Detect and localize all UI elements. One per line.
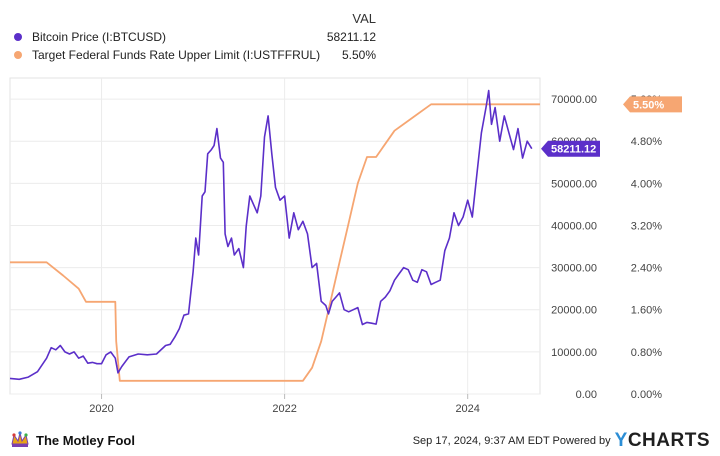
motley-fool-logo: The Motley Fool	[36, 432, 135, 448]
right-tick-label: 0.80%	[631, 347, 662, 359]
legend-dot-fed-rate	[14, 51, 22, 59]
ycharts-logo-text: CHARTS	[627, 430, 710, 451]
timestamp: Sep 17, 2024, 9:37 AM EDT Powered by	[412, 435, 611, 447]
x-tick-label: 2022	[272, 403, 296, 415]
left-tick-label: 70000.00	[551, 94, 597, 106]
jester-cap-icon	[11, 431, 29, 447]
right-tick-label: 4.80%	[631, 136, 662, 148]
svg-text:58211.12: 58211.12	[551, 144, 596, 156]
right-tick-label: 1.60%	[631, 305, 662, 317]
left-tick-label: 10000.00	[551, 347, 597, 359]
end-label-bitcoin: 58211.12	[541, 140, 600, 157]
series-lines	[9, 89, 540, 382]
series-line-fed-rate	[10, 103, 540, 382]
legend-item-fed-rate[interactable]: Target Federal Funds Rate Upper Limit (I…	[14, 47, 320, 63]
legend-item-bitcoin[interactable]: Bitcoin Price (I:BTCUSD)	[14, 29, 166, 45]
x-tick-label: 2024	[455, 403, 479, 415]
footer-left: The Motley Fool	[10, 430, 135, 450]
left-tick-label: 20000.00	[551, 305, 597, 317]
legend-label-bitcoin: Bitcoin Price (I:BTCUSD)	[32, 30, 167, 44]
left-tick-label: 30000.00	[551, 263, 597, 275]
left-tick-label: 40000.00	[551, 220, 597, 232]
ycharts-logo-y: Y	[614, 430, 628, 451]
legend: VAL Bitcoin Price (I:BTCUSD) 58211.12 Ta…	[0, 0, 720, 70]
plot-frame	[9, 77, 541, 395]
legend-label-fed-rate: Target Federal Funds Rate Upper Limit (I…	[32, 48, 321, 62]
right-tick-label: 2.40%	[631, 263, 662, 275]
legend-dot-bitcoin	[14, 33, 22, 41]
right-tick-label: 4.00%	[631, 178, 662, 190]
legend-value-fed-rate: 5.50%	[341, 48, 376, 62]
x-axis-ticks: 2020 2022 2024	[89, 394, 480, 415]
legend-value-bitcoin: 58211.12	[326, 30, 376, 44]
end-label-fed-rate: 5.50%	[623, 96, 682, 113]
right-tick-label: 3.20%	[631, 220, 662, 232]
legend-header: VAL	[352, 11, 376, 26]
left-tick-label: 0.00	[576, 389, 597, 401]
right-axis-ticks: 0.00%0.80%1.60%2.40%3.20%4.00%4.80%5.60%	[631, 94, 662, 401]
left-tick-label: 50000.00	[551, 178, 597, 190]
ycharts-logo: YCHARTS	[615, 430, 710, 452]
end-labels: 58211.12 5.50%	[541, 96, 682, 157]
x-tick-label: 2020	[89, 403, 113, 415]
left-axis-ticks: 0.00 10000.00 20000.00 30000.00 40000.00 5000…	[551, 94, 597, 401]
series-line-bitcoin	[9, 89, 533, 381]
right-tick-label: 0.00%	[631, 389, 662, 401]
svg-text:5.50%: 5.50%	[633, 99, 664, 111]
footer-right: Sep 17, 2024, 9:37 AM EDT Powered by YCH…	[413, 430, 710, 452]
